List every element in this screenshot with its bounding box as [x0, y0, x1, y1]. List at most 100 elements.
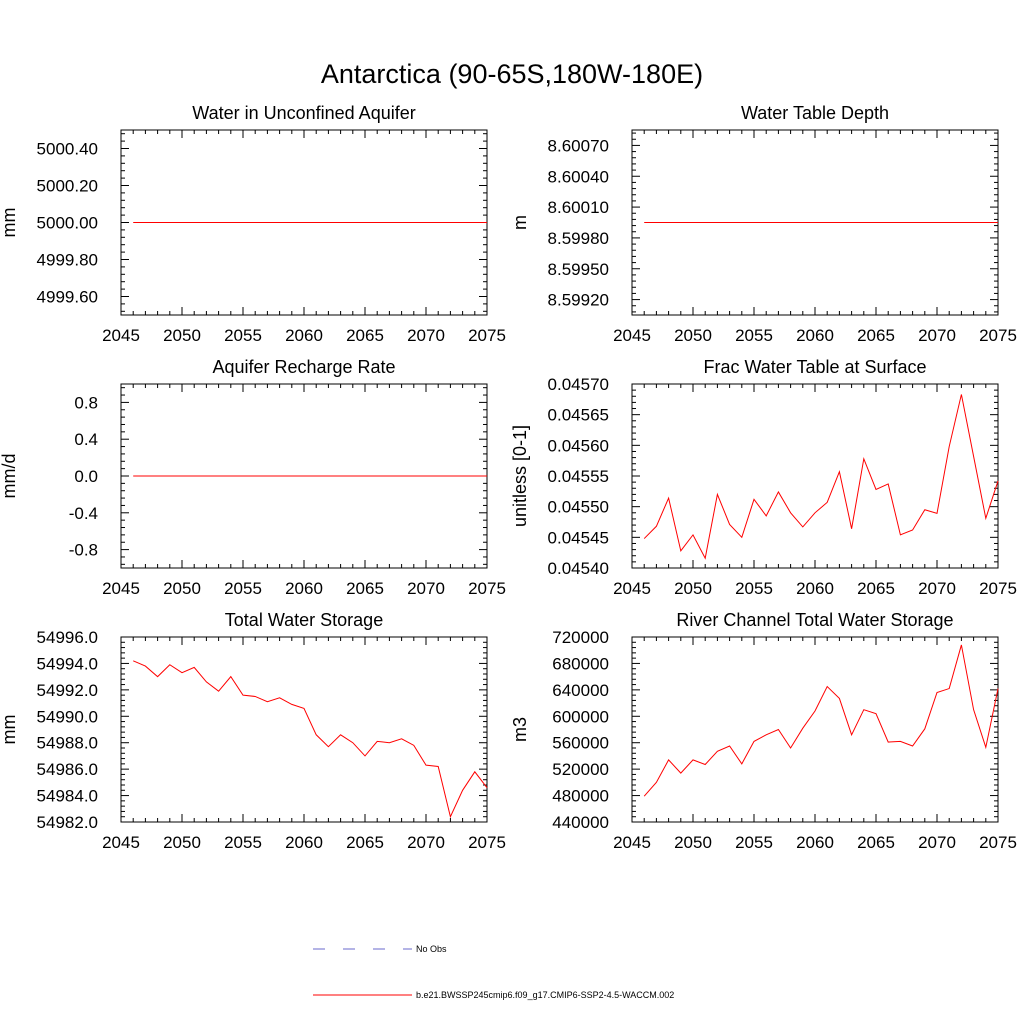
x-tick-label: 2045 — [613, 326, 651, 345]
y-tick-label: 54986.0 — [37, 760, 98, 779]
panel-title: River Channel Total Water Storage — [676, 610, 953, 630]
y-axis-label: mm — [0, 715, 19, 745]
page-title: Antarctica (90-65S,180W-180E) — [321, 59, 703, 89]
series-line — [643, 644, 999, 797]
x-tick-label: 2055 — [224, 833, 262, 852]
x-tick-label: 2075 — [468, 579, 506, 598]
y-tick-label: 8.60070 — [548, 136, 609, 155]
legend-label-model-run: b.e21.BWSSP245cmip6.f09_g17.CMIP6-SSP2-4… — [416, 990, 674, 1000]
x-tick-label: 2075 — [979, 579, 1017, 598]
plot-frame — [120, 636, 488, 823]
y-tick-label: 0.04565 — [548, 406, 609, 425]
x-tick-label: 2060 — [796, 833, 834, 852]
panel-title: Total Water Storage — [225, 610, 383, 630]
y-tick-label: 440000 — [552, 813, 609, 832]
x-tick-label: 2065 — [857, 326, 895, 345]
panels: Water in Unconfined Aquifer 2045 2050 2055 2… — [0, 103, 1017, 852]
x-tick-label: 2060 — [285, 833, 323, 852]
y-tick-label: 680000 — [552, 654, 609, 673]
y-tick-label: 0.8 — [74, 393, 98, 412]
x-tick-label: 2065 — [346, 833, 384, 852]
y-tick-label: 4999.80 — [37, 251, 98, 270]
x-tick-label: 2070 — [407, 326, 445, 345]
y-tick-label: 0.04545 — [548, 528, 609, 547]
y-tick-label: 8.59950 — [548, 260, 609, 279]
y-tick-label: 54994.0 — [37, 654, 98, 673]
series-line — [133, 660, 488, 819]
series-line — [643, 394, 999, 560]
y-tick-label: -0.8 — [69, 541, 98, 560]
y-tick-label: 54982.0 — [37, 813, 98, 832]
x-tick-label: 2075 — [979, 833, 1017, 852]
y-tick-label: 520000 — [552, 760, 609, 779]
y-tick-label: 560000 — [552, 734, 609, 753]
panel-total-water-storage: Total Water Storage 2045 2050 2055 2060 2065 2… — [0, 610, 506, 852]
y-tick-label: 54988.0 — [37, 734, 98, 753]
y-tick-label: 640000 — [552, 681, 609, 700]
x-tick-label: 2075 — [979, 326, 1017, 345]
y-axis-label: unitless [0-1] — [510, 425, 530, 527]
x-tick-label: 2070 — [407, 833, 445, 852]
y-tick-label: 720000 — [552, 628, 609, 647]
y-tick-label: 0.04550 — [548, 498, 609, 517]
y-axis-label: m3 — [510, 717, 530, 742]
x-tick-label: 2055 — [224, 579, 262, 598]
panel-aquifer-recharge-rate: Aquifer Recharge Rate 2045 2050 2055 2060 206… — [0, 357, 506, 598]
y-tick-label: 8.59920 — [548, 291, 609, 310]
panel-title: Water Table Depth — [741, 103, 889, 123]
y-tick-label: 5000.00 — [37, 214, 98, 233]
y-tick-label: 8.60040 — [548, 167, 609, 186]
x-tick-label: 2075 — [468, 326, 506, 345]
legend: No Obs b.e21.BWSSP245cmip6.f09_g17.CMIP6… — [313, 944, 674, 1000]
y-tick-label: 54990.0 — [37, 707, 98, 726]
y-tick-label: 480000 — [552, 787, 609, 806]
panel-title: Water in Unconfined Aquifer — [192, 103, 415, 123]
x-tick-label: 2075 — [468, 833, 506, 852]
x-tick-label: 2065 — [857, 579, 895, 598]
x-tick-label: 2045 — [613, 579, 651, 598]
x-tick-label: 2060 — [285, 326, 323, 345]
x-tick-label: 2065 — [346, 579, 384, 598]
x-tick-label: 2050 — [163, 326, 201, 345]
plot-frame — [631, 636, 999, 823]
y-tick-label: 0.0 — [74, 467, 98, 486]
y-tick-label: 0.04555 — [548, 467, 609, 486]
y-tick-label: 54992.0 — [37, 681, 98, 700]
y-axis-label: mm — [0, 208, 19, 238]
panel-title: Frac Water Table at Surface — [703, 357, 926, 377]
panel-title: Aquifer Recharge Rate — [212, 357, 395, 377]
x-tick-label: 2050 — [674, 579, 712, 598]
plot-frame — [631, 383, 999, 569]
legend-label-no-obs: No Obs — [416, 944, 447, 954]
panel-water-table-depth: Water Table Depth 2045 2050 2055 2060 2065 207… — [510, 103, 1017, 345]
y-tick-label: 0.04540 — [548, 559, 609, 578]
x-tick-label: 2060 — [796, 326, 834, 345]
x-tick-label: 2050 — [163, 833, 201, 852]
x-tick-label: 2060 — [285, 579, 323, 598]
y-tick-label: 0.4 — [74, 430, 98, 449]
panel-water-in-unconfined-aquifer: Water in Unconfined Aquifer 2045 2050 2055 2… — [0, 103, 506, 345]
y-tick-label: 8.59980 — [548, 229, 609, 248]
x-tick-label: 2055 — [224, 326, 262, 345]
x-tick-label: 2065 — [346, 326, 384, 345]
x-tick-label: 2065 — [857, 833, 895, 852]
x-tick-label: 2050 — [163, 579, 201, 598]
x-tick-label: 2045 — [102, 579, 140, 598]
y-axis-label: m — [510, 215, 530, 230]
y-tick-label: 4999.60 — [37, 288, 98, 307]
x-tick-label: 2045 — [613, 833, 651, 852]
y-tick-label: -0.4 — [69, 504, 98, 523]
y-tick-label: 8.60010 — [548, 198, 609, 217]
x-tick-label: 2050 — [674, 326, 712, 345]
y-tick-label: 54996.0 — [37, 628, 98, 647]
x-tick-label: 2070 — [918, 833, 956, 852]
panel-river-channel-total-water-storage: River Channel Total Water Storage 2045 205… — [510, 610, 1017, 852]
y-tick-label: 0.04560 — [548, 436, 609, 455]
panel-frac-water-table-at-surface: Frac Water Table at Surface 2045 2050 2055 2… — [510, 357, 1017, 598]
y-tick-label: 5000.40 — [37, 140, 98, 159]
y-tick-label: 0.04570 — [548, 375, 609, 394]
y-axis-label: mm/d — [0, 454, 19, 499]
y-tick-label: 54984.0 — [37, 787, 98, 806]
y-tick-label: 600000 — [552, 707, 609, 726]
